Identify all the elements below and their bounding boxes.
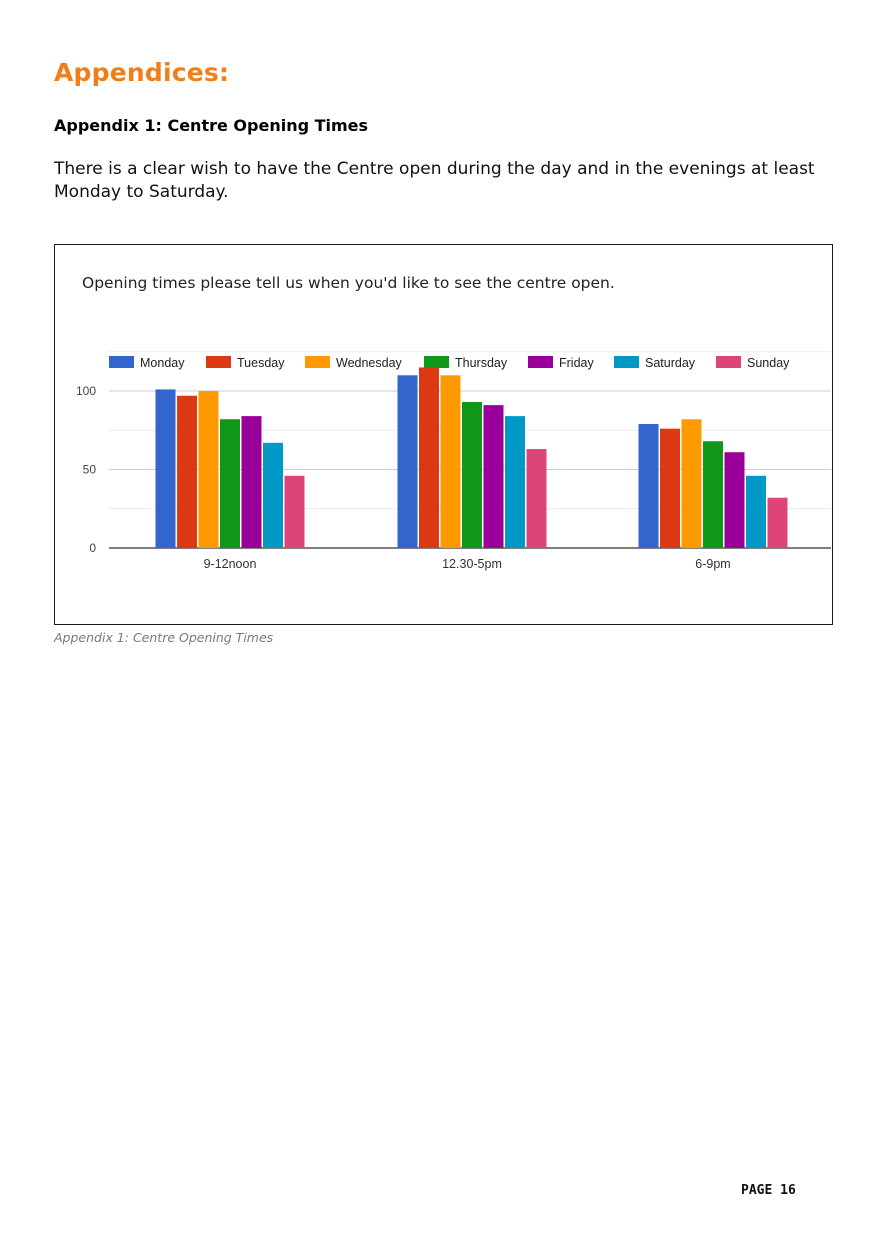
chart-bars — [155, 367, 788, 548]
y-tick-label: 100 — [76, 384, 96, 398]
bar-monday-2 — [397, 375, 418, 548]
bar-tuesday-2 — [419, 367, 439, 548]
legend-label: Wednesday — [336, 356, 403, 370]
legend-label: Friday — [559, 356, 594, 370]
bar-saturday-2 — [505, 416, 525, 548]
bar-thursday-1 — [220, 419, 240, 548]
bar-monday-3 — [638, 423, 659, 548]
x-axis-tick-labels: 9-12noon 12.30-5pm 6-9pm — [204, 557, 731, 571]
legend-swatch — [528, 356, 553, 368]
legend-swatch — [109, 356, 134, 368]
bar-wednesday-1 — [198, 391, 219, 548]
legend-swatch — [424, 356, 449, 368]
legend-label: Thursday — [455, 356, 508, 370]
appendix-subheading: Appendix 1: Centre Opening Times — [54, 116, 369, 135]
legend-label: Tuesday — [237, 356, 285, 370]
chart-frame: Opening times please tell us when you'd … — [54, 244, 833, 625]
legend-swatch — [614, 356, 639, 368]
bar-tuesday-3 — [660, 428, 680, 548]
bar-tuesday-1 — [177, 395, 197, 548]
bar-chart: Opening times please tell us when you'd … — [76, 274, 831, 571]
y-tick-label: 50 — [83, 463, 97, 477]
x-tick-label: 12.30-5pm — [442, 557, 502, 571]
legend-swatch — [716, 356, 741, 368]
bar-saturday-3 — [746, 475, 766, 548]
bar-wednesday-2 — [440, 375, 461, 548]
intro-paragraph: There is a clear wish to have the Centre… — [54, 159, 815, 202]
legend-swatch — [305, 356, 330, 368]
bar-sunday-1 — [284, 475, 305, 548]
legend-label: Saturday — [645, 356, 696, 370]
page-number: PAGE 16 — [741, 1183, 796, 1198]
y-axis-tick-labels: 0 50 100 — [76, 384, 96, 555]
bar-friday-2 — [483, 405, 504, 548]
section-heading: Appendices: — [54, 58, 230, 87]
chart-title: Opening times please tell us when you'd … — [82, 274, 615, 292]
x-tick-label: 9-12noon — [204, 557, 257, 571]
x-tick-label: 6-9pm — [695, 557, 730, 571]
figure-caption: Appendix 1: Centre Opening Times — [54, 630, 274, 645]
bar-wednesday-3 — [681, 419, 702, 548]
bar-monday-1 — [155, 389, 176, 548]
y-tick-label: 0 — [89, 541, 96, 555]
legend-label: Monday — [140, 356, 185, 370]
legend-swatch — [206, 356, 231, 368]
bar-sunday-2 — [526, 449, 547, 548]
chart-legend: Monday Tuesday Wednesday Thursday Friday Satu… — [109, 356, 790, 370]
bar-saturday-1 — [263, 442, 283, 548]
bar-thursday-2 — [462, 401, 482, 548]
bar-sunday-3 — [767, 497, 788, 548]
bar-friday-3 — [724, 452, 745, 548]
legend-label: Sunday — [747, 356, 790, 370]
bar-friday-1 — [241, 416, 262, 548]
bar-thursday-3 — [703, 441, 723, 548]
